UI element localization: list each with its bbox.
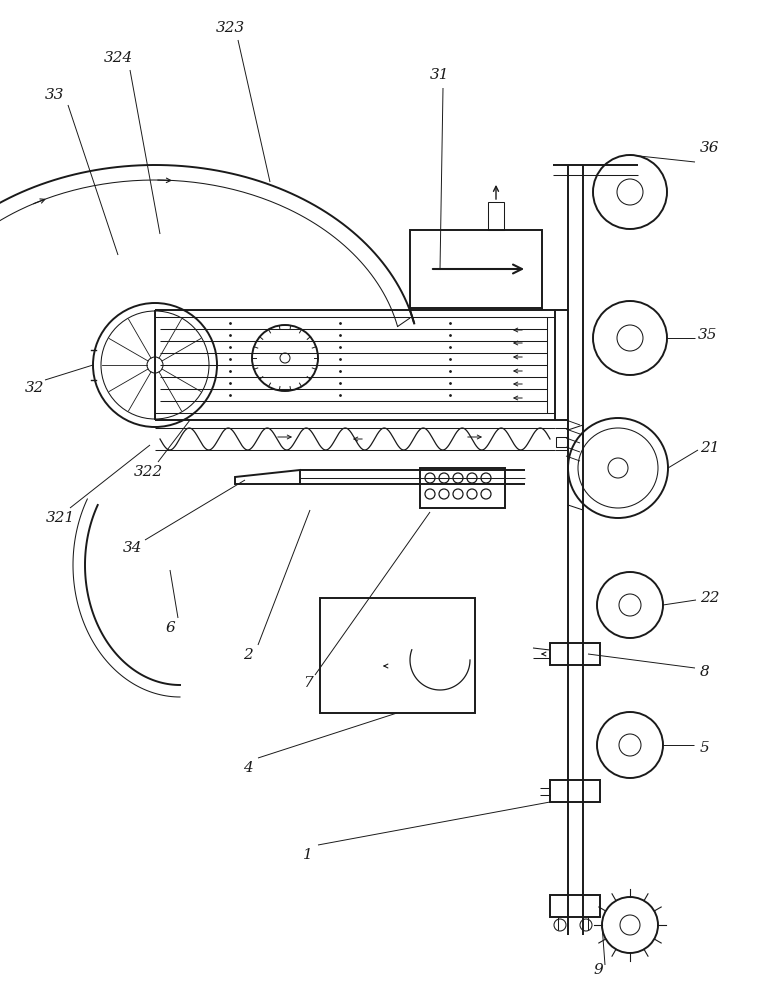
Text: 34: 34 <box>123 541 142 555</box>
Circle shape <box>619 594 641 616</box>
Text: 33: 33 <box>45 88 65 102</box>
Circle shape <box>93 303 217 427</box>
Text: 36: 36 <box>700 141 720 155</box>
Circle shape <box>597 572 663 638</box>
Text: 32: 32 <box>25 381 45 395</box>
Text: 22: 22 <box>700 591 720 605</box>
Text: 323: 323 <box>216 21 245 35</box>
Text: 9: 9 <box>593 963 603 977</box>
Circle shape <box>101 311 209 419</box>
Circle shape <box>617 325 643 351</box>
Text: 8: 8 <box>700 665 710 679</box>
Text: 35: 35 <box>698 328 718 342</box>
Circle shape <box>554 919 566 931</box>
Circle shape <box>608 458 628 478</box>
Circle shape <box>578 428 658 508</box>
Text: 21: 21 <box>700 441 720 455</box>
Text: 322: 322 <box>133 465 162 479</box>
Text: 31: 31 <box>430 68 450 82</box>
Bar <box>488 202 504 230</box>
Circle shape <box>593 155 667 229</box>
Circle shape <box>619 734 641 756</box>
Bar <box>550 643 600 665</box>
Circle shape <box>147 357 163 373</box>
Bar <box>556 437 568 447</box>
Circle shape <box>252 325 318 391</box>
Circle shape <box>580 919 592 931</box>
Bar <box>410 230 542 308</box>
Text: 2: 2 <box>243 648 253 662</box>
Bar <box>550 780 600 802</box>
Text: 5: 5 <box>700 741 710 755</box>
Text: 4: 4 <box>243 761 253 775</box>
Text: 321: 321 <box>45 511 75 525</box>
Circle shape <box>602 897 658 953</box>
Bar <box>550 895 600 917</box>
Text: 324: 324 <box>103 51 132 65</box>
Circle shape <box>597 712 663 778</box>
Circle shape <box>593 301 667 375</box>
Circle shape <box>280 353 290 363</box>
Text: 6: 6 <box>165 621 175 635</box>
Bar <box>320 598 475 713</box>
Bar <box>420 468 505 508</box>
Circle shape <box>617 179 643 205</box>
Text: 1: 1 <box>303 848 313 862</box>
Text: 7: 7 <box>303 676 313 690</box>
Circle shape <box>620 915 640 935</box>
Circle shape <box>568 418 668 518</box>
